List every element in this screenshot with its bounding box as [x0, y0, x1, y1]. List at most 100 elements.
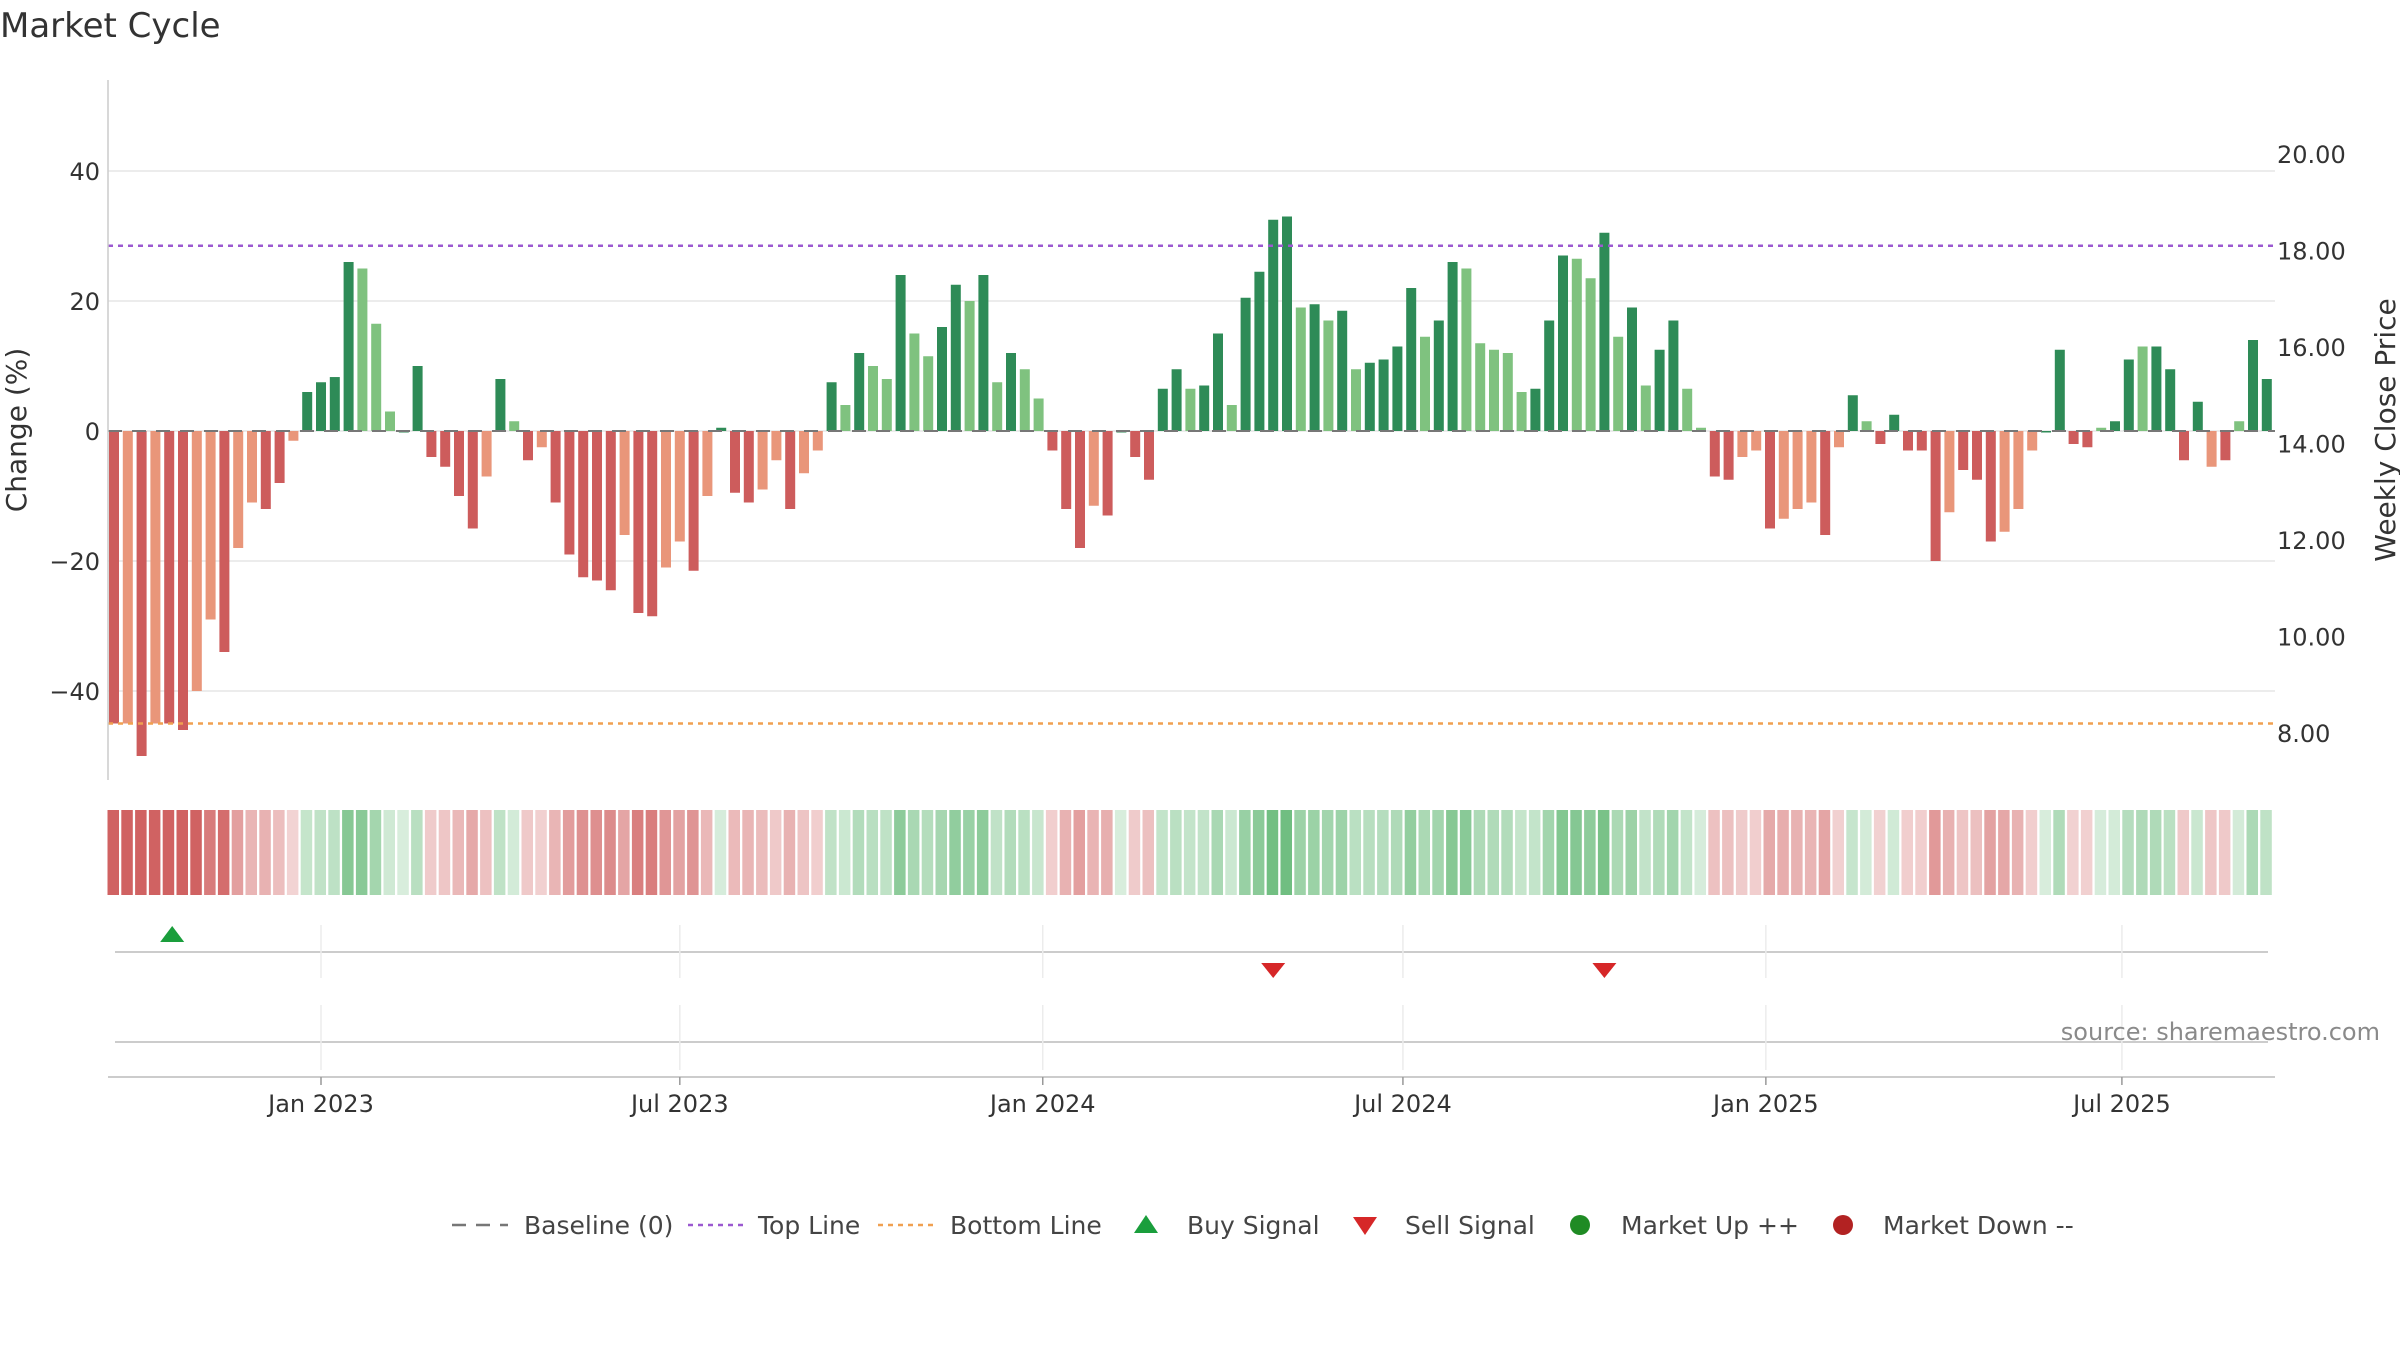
bar — [1406, 288, 1417, 431]
legend-swatch — [1353, 1217, 1377, 1235]
heat-cell — [1321, 810, 1334, 895]
heat-cell — [838, 810, 851, 895]
heat-cell — [894, 810, 906, 895]
bar — [937, 327, 947, 431]
heat-cell — [2218, 810, 2231, 895]
y-tick-label: 0 — [85, 418, 100, 446]
bar — [1806, 431, 1817, 503]
heat-cell — [742, 810, 754, 895]
bar — [1640, 385, 1651, 431]
bar — [440, 431, 451, 467]
heat-cell — [990, 810, 1003, 895]
bar — [1268, 219, 1279, 431]
bar — [1916, 431, 1927, 451]
bar — [1047, 431, 1058, 451]
bar — [1627, 307, 1637, 431]
heat-cell — [2205, 810, 2217, 895]
heat-cell — [135, 810, 147, 895]
bar — [1351, 369, 1361, 431]
y-tick-label: 20 — [69, 288, 100, 316]
bar — [743, 431, 754, 503]
axes: 40 20 0 −20 −40 20.00 18.00 16.00 14.00 12.00 10.0… — [49, 80, 2346, 1118]
bar — [1696, 427, 1706, 431]
bar — [509, 421, 520, 431]
heat-cell — [1956, 810, 1969, 895]
heat-cell — [783, 810, 796, 895]
bar — [1489, 349, 1499, 431]
bar — [2151, 346, 2162, 431]
bar — [316, 382, 326, 431]
bar — [1516, 392, 1527, 431]
bar — [1157, 388, 1168, 431]
heat-cell — [1170, 810, 1182, 895]
heat-cell — [190, 810, 202, 895]
x-tick-label: Jul 2023 — [629, 1090, 729, 1118]
bar — [785, 431, 796, 509]
heat-cell — [2191, 810, 2203, 895]
heat-cell — [1446, 810, 1458, 895]
bar — [1820, 431, 1831, 535]
bar — [674, 431, 685, 542]
bar — [854, 353, 865, 431]
heat-cell — [825, 810, 837, 895]
heat-cell — [493, 810, 506, 895]
heat-cell — [438, 810, 451, 895]
bar — [992, 382, 1003, 431]
heat-cell — [2067, 810, 2079, 895]
heat-cell — [1225, 810, 1237, 895]
bar — [1875, 431, 1886, 444]
bar — [1213, 333, 1223, 431]
heat-cell — [1735, 810, 1748, 895]
bar — [909, 333, 920, 431]
signal-panel — [115, 925, 2268, 1070]
bar — [1571, 258, 1582, 431]
heat-cell — [204, 810, 216, 895]
bar — [1985, 431, 1996, 542]
heat-cell — [1915, 810, 1927, 895]
heat-cell — [1239, 810, 1251, 895]
heat-cell — [949, 810, 961, 895]
heat-cell — [1073, 810, 1085, 895]
heat-cell — [480, 810, 492, 895]
heat-cell — [700, 810, 713, 895]
heat-cell — [2025, 810, 2038, 895]
bar — [1075, 431, 1085, 548]
bars — [109, 216, 2272, 756]
bar — [1033, 398, 1044, 431]
bar — [1972, 431, 1982, 480]
heat-cell — [1653, 810, 1665, 895]
heat-cell — [1349, 810, 1361, 895]
legend-label: Bottom Line — [950, 1211, 1102, 1240]
bar — [1751, 431, 1762, 451]
bar — [1102, 431, 1113, 516]
y2-axis-label: Weekly Close Price — [2369, 298, 2400, 561]
legend-swatch — [1134, 1215, 1158, 1233]
bar — [329, 377, 340, 431]
bar — [467, 431, 478, 529]
bar — [978, 275, 989, 431]
heat-cell — [1087, 810, 1099, 895]
heat-cell — [2149, 810, 2162, 895]
sell-signal-marker — [1592, 963, 1617, 978]
y2-tick-label: 8.00 — [2277, 720, 2330, 748]
legend-label: Baseline (0) — [524, 1211, 673, 1240]
heat-cell — [1611, 810, 1624, 895]
heat-cell — [1032, 810, 1044, 895]
heat-cell — [1197, 810, 1210, 895]
heat-cell — [2053, 810, 2065, 895]
bar — [523, 431, 533, 461]
bar — [1199, 385, 1210, 431]
heat-cell — [1625, 810, 1637, 895]
heat-cell — [1804, 810, 1817, 895]
bar — [357, 268, 368, 431]
heat-cell — [1860, 810, 1872, 895]
heat-cell — [673, 810, 685, 895]
heat-cell — [1114, 810, 1127, 895]
bar — [2137, 346, 2148, 431]
bar — [343, 262, 354, 431]
bar — [385, 411, 395, 431]
bar — [412, 366, 423, 431]
legend-swatch — [1833, 1215, 1853, 1235]
legend-label: Market Down -- — [1883, 1211, 2074, 1240]
bar — [799, 431, 809, 474]
